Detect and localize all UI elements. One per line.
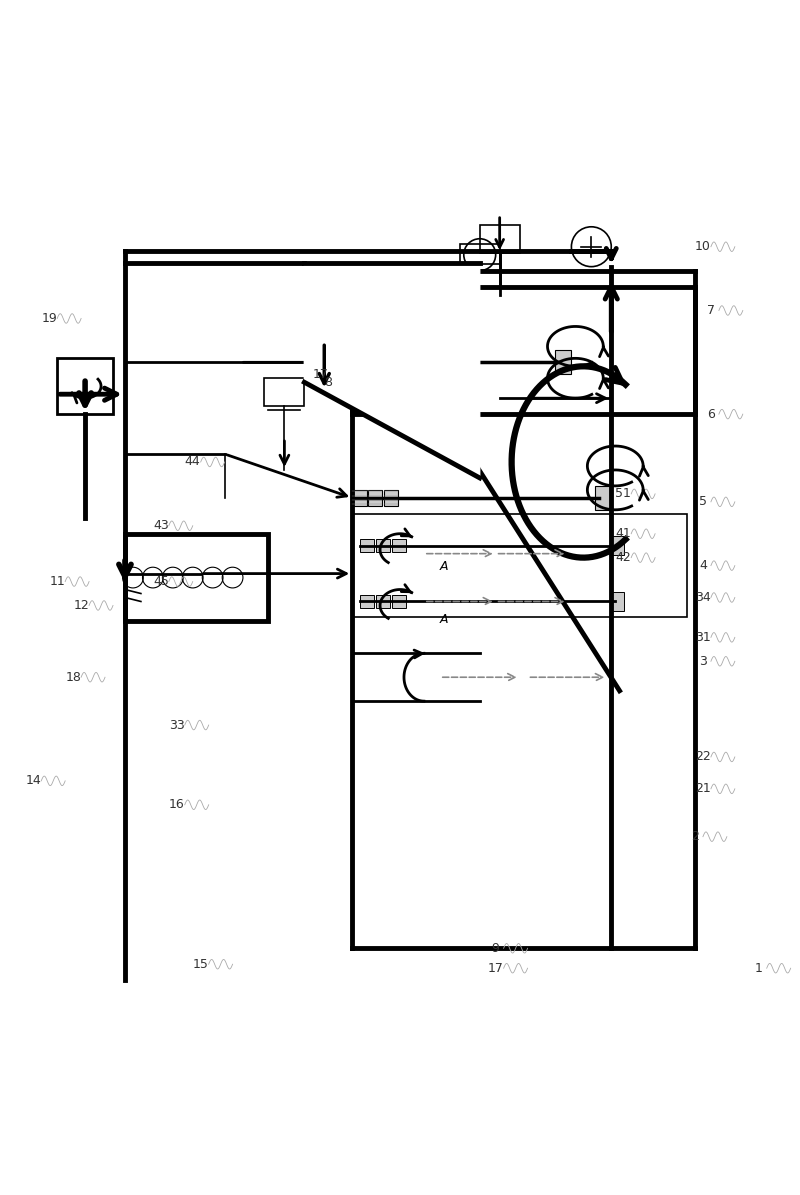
FancyBboxPatch shape <box>376 595 390 608</box>
Text: 42: 42 <box>615 551 631 564</box>
Text: A: A <box>440 613 448 626</box>
Text: A: A <box>440 559 448 572</box>
FancyBboxPatch shape <box>360 595 374 608</box>
Text: 17: 17 <box>312 368 328 381</box>
Text: 1: 1 <box>755 962 762 975</box>
FancyBboxPatch shape <box>368 490 382 505</box>
FancyBboxPatch shape <box>360 355 374 370</box>
Text: 15: 15 <box>193 957 209 970</box>
Text: 6: 6 <box>707 407 715 421</box>
Text: 4: 4 <box>699 559 707 572</box>
FancyBboxPatch shape <box>392 595 406 608</box>
Text: 45: 45 <box>153 575 169 588</box>
Text: 16: 16 <box>169 798 185 811</box>
Text: 8: 8 <box>324 375 332 388</box>
Text: 43: 43 <box>153 520 169 532</box>
Text: 5: 5 <box>699 496 707 508</box>
FancyBboxPatch shape <box>595 486 611 510</box>
FancyBboxPatch shape <box>392 355 406 370</box>
Text: 34: 34 <box>695 592 711 603</box>
Text: 41: 41 <box>615 527 631 540</box>
FancyBboxPatch shape <box>611 537 624 556</box>
Text: 51: 51 <box>615 488 631 501</box>
FancyBboxPatch shape <box>384 490 398 505</box>
FancyBboxPatch shape <box>611 592 624 611</box>
FancyBboxPatch shape <box>376 539 390 552</box>
Text: 21: 21 <box>695 783 711 796</box>
FancyBboxPatch shape <box>376 355 390 370</box>
Text: 10: 10 <box>695 240 711 253</box>
Polygon shape <box>304 263 480 478</box>
Text: 17: 17 <box>488 962 504 975</box>
FancyBboxPatch shape <box>392 539 406 552</box>
Text: 7: 7 <box>707 304 715 317</box>
FancyBboxPatch shape <box>360 539 374 552</box>
Text: 3: 3 <box>699 655 707 668</box>
FancyBboxPatch shape <box>352 490 366 505</box>
Text: 19: 19 <box>42 312 57 325</box>
Text: 31: 31 <box>695 631 711 644</box>
Text: 12: 12 <box>74 599 89 612</box>
Text: 33: 33 <box>169 718 185 731</box>
Text: 44: 44 <box>185 455 201 468</box>
Text: 2: 2 <box>691 831 699 844</box>
Text: 14: 14 <box>26 774 41 788</box>
Text: 11: 11 <box>50 575 65 588</box>
FancyBboxPatch shape <box>555 350 571 374</box>
Text: 22: 22 <box>695 750 711 764</box>
Text: 18: 18 <box>66 670 81 684</box>
Text: 9: 9 <box>492 942 500 955</box>
